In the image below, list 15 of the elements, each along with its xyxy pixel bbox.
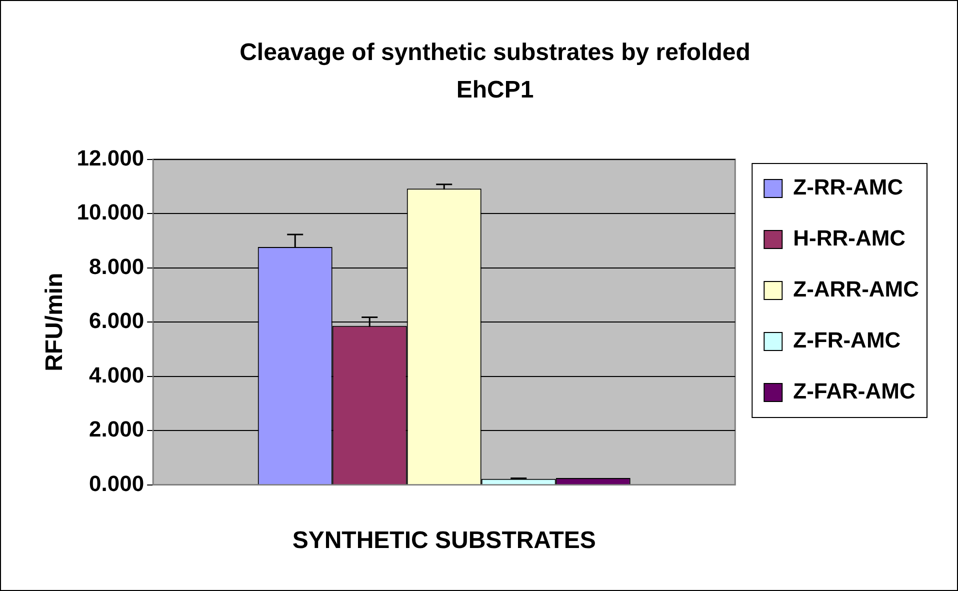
legend-label: Z-RR-AMC [793,174,904,200]
legend-label: Z-FAR-AMC [793,378,916,404]
y-tick-label: 0.000 [89,470,144,496]
legend-label: H-RR-AMC [793,226,906,251]
y-tick-label: 6.000 [89,308,144,334]
y-tick-label: 8.000 [89,254,144,279]
chart-title: Cleavage of synthetic substrates by refolded EhCP1 [240,39,750,104]
y-axis-title: RFU/min [41,272,68,372]
legend-label: Z-FR-AMC [793,328,901,353]
y-tick-label: 4.000 [89,362,144,388]
legend-label: Z-ARR-AMC [793,276,920,302]
y-tick-label: 2.000 [89,416,144,442]
y-tick-label: 12.000 [76,145,144,170]
y-tick-label: 10.000 [76,200,144,225]
x-axis-title: SYNTHETIC SUBSTRATES [292,527,596,554]
